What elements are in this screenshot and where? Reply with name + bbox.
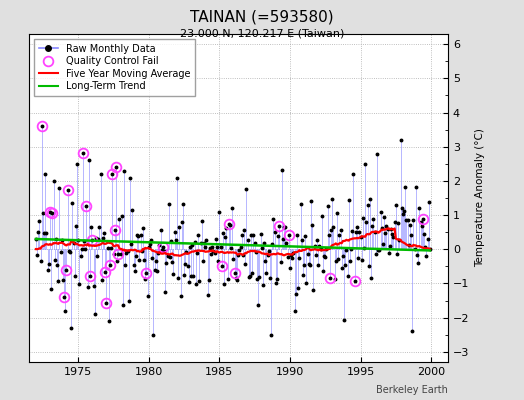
Text: Berkeley Earth: Berkeley Earth [376,385,448,395]
Text: TAINAN (=593580): TAINAN (=593580) [190,10,334,25]
Text: 23.000 N, 120.217 E (Taiwan): 23.000 N, 120.217 E (Taiwan) [180,28,344,38]
Y-axis label: Temperature Anomaly (°C): Temperature Anomaly (°C) [475,128,485,268]
Legend: Raw Monthly Data, Quality Control Fail, Five Year Moving Average, Long-Term Tren: Raw Monthly Data, Quality Control Fail, … [34,39,195,96]
